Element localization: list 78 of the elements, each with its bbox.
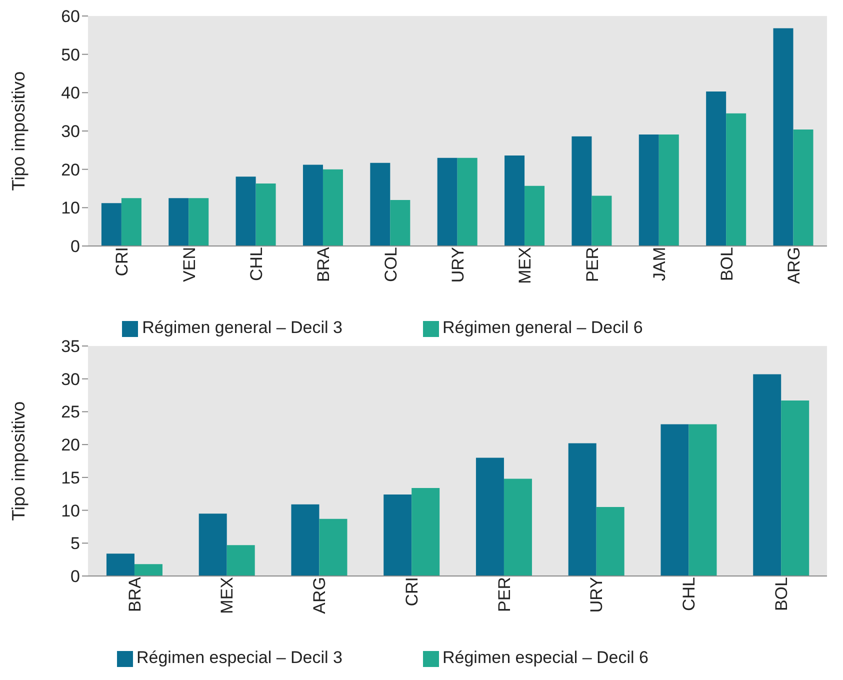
bar [773,28,794,246]
bar [319,518,348,576]
bar [706,92,726,246]
y-tick-label: 10 [61,501,80,520]
x-tick-label: BRA [314,246,334,282]
x-tick-label: COL [381,247,400,282]
y-tick-label: 50 [61,45,80,64]
bar [781,400,810,576]
bar [106,554,134,576]
y-tick-label: 35 [61,337,80,356]
x-tick-label: PER [582,247,602,282]
bar [726,113,746,246]
bar [322,169,343,246]
x-tick-label: BRA [125,576,144,612]
y-tick-label: 20 [61,160,80,180]
bar [688,424,717,576]
y-axis-title: Tipo impositivo [8,71,28,191]
x-tick-label: CHL [247,247,266,282]
y-tick-label: 30 [61,122,80,142]
y-tick-label: 60 [61,7,80,26]
x-tick-label: PER [494,577,514,612]
x-tick-label: URY [448,247,468,283]
x-tick-label: URY [587,577,606,613]
bar [457,158,478,246]
x-tick-label: JAM [650,247,670,281]
y-tick-label: 30 [61,370,80,389]
bar [658,134,679,246]
x-tick-label: BOL [717,247,736,282]
bar [188,198,209,246]
bar [198,514,227,576]
bar [592,196,612,246]
bar [370,162,390,246]
bar [302,164,323,246]
legend-label: Régimen general – Decil 6 [442,318,643,337]
bar [568,443,596,576]
y-tick-label: 0 [70,567,80,586]
bar [504,156,525,246]
x-tick-label: MEX [218,577,237,614]
bar [291,504,320,576]
x-tick-label: CRI [402,577,422,606]
bar [412,488,440,576]
x-tick-label: BOL [772,577,791,612]
bar [660,424,689,576]
bar [384,494,412,576]
x-tick-label: VEN [180,247,199,282]
bar [572,136,592,246]
bar [121,198,142,246]
bar [793,129,814,246]
y-tick-label: 10 [61,198,80,218]
bar [236,176,256,246]
bar [390,200,410,246]
y-tick-label: 0 [70,237,80,256]
bar [256,184,276,246]
x-tick-label: CRI [112,247,132,276]
y-tick-label: 20 [61,436,80,455]
bar [638,134,659,246]
bar [753,374,782,576]
y-axis-title: Tipo impositivo [8,401,28,521]
bar [226,545,255,576]
bar [134,564,162,576]
legend-label: Régimen especial – Decil 3 [136,648,342,667]
x-tick-label: ARG [784,247,804,284]
y-tick-label: 40 [61,84,80,103]
bar [524,186,545,246]
x-tick-label: MEX [516,247,535,284]
bar [504,478,532,576]
x-tick-label: CHL [680,577,699,612]
y-tick-label: 5 [70,534,80,554]
x-tick-label: ARG [310,577,330,614]
bar [596,507,624,576]
y-tick-label: 25 [61,402,80,422]
legend-label: Régimen general – Decil 3 [142,318,342,337]
y-tick-label: 15 [61,468,80,488]
bar [476,458,504,576]
legend-label: Régimen especial – Decil 6 [442,648,648,667]
bar [101,203,122,246]
bar [168,198,189,246]
bar [437,158,458,246]
